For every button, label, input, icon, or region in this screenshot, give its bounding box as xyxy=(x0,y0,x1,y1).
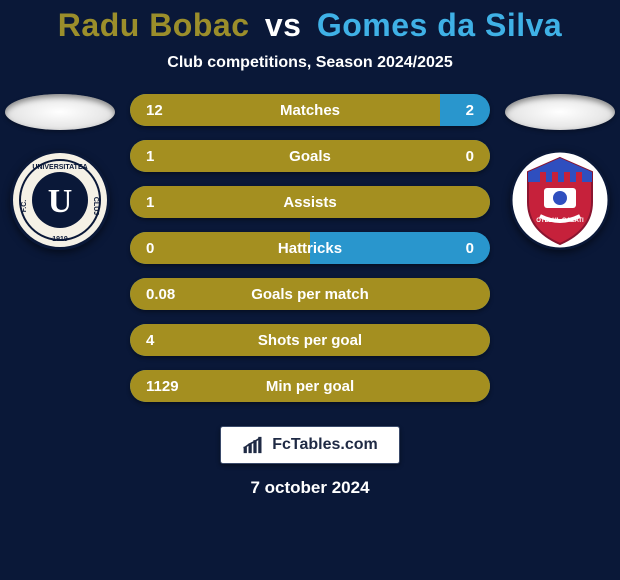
competition-subtitle: Club competitions, Season 2024/2025 xyxy=(0,54,620,72)
comparison-title: Radu Bobac vs Gomes da Silva xyxy=(0,0,620,44)
stat-right-value: 0 xyxy=(430,148,490,165)
vs-separator: vs xyxy=(265,7,302,43)
svg-text:F.C.: F.C. xyxy=(21,200,28,213)
stat-right-value: 2 xyxy=(430,102,490,119)
stat-right-value: 0 xyxy=(430,240,490,257)
stat-bars: 12Matches21Goals01Assists0Hattricks00.08… xyxy=(130,94,490,402)
stat-label: Goals per match xyxy=(190,286,430,303)
brand-footer: FcTables.com xyxy=(220,426,400,464)
svg-text:OTELUL GALATI: OTELUL GALATI xyxy=(536,218,584,224)
comparison-arena: U UNIVERSITATEA 1919 F.C. CLUJ OTE xyxy=(0,94,620,402)
stat-bar: 1Assists xyxy=(130,186,490,218)
stat-left-value: 1 xyxy=(130,148,190,165)
stat-left-value: 0.08 xyxy=(130,286,190,303)
stat-bar: 4Shots per goal xyxy=(130,324,490,356)
stat-label: Min per goal xyxy=(190,378,430,395)
chart-logo-icon xyxy=(242,435,268,455)
stat-label: Matches xyxy=(190,102,430,119)
player2-name: Gomes da Silva xyxy=(317,7,562,43)
svg-text:1919: 1919 xyxy=(52,236,68,243)
svg-text:U: U xyxy=(48,183,73,220)
player2-avatar-placeholder xyxy=(505,94,615,130)
club-badge-u-cluj-icon: U UNIVERSITATEA 1919 F.C. CLUJ xyxy=(10,150,110,250)
stat-left-value: 4 xyxy=(130,332,190,349)
player1-column: U UNIVERSITATEA 1919 F.C. CLUJ xyxy=(0,94,120,250)
player1-avatar-placeholder xyxy=(5,94,115,130)
stat-bar: 1129Min per goal xyxy=(130,370,490,402)
stat-label: Shots per goal xyxy=(190,332,430,349)
footer-date: 7 october 2024 xyxy=(0,478,620,498)
stat-label: Assists xyxy=(190,194,430,211)
svg-text:CLUJ: CLUJ xyxy=(92,197,99,215)
stat-left-value: 1129 xyxy=(130,378,190,395)
stat-bar: 12Matches2 xyxy=(130,94,490,126)
stat-left-value: 0 xyxy=(130,240,190,257)
player1-club-badge: U UNIVERSITATEA 1919 F.C. CLUJ xyxy=(10,150,110,250)
stat-bar: 0Hattricks0 xyxy=(130,232,490,264)
player2-column: OTELUL GALATI xyxy=(500,94,620,250)
stat-left-value: 1 xyxy=(130,194,190,211)
stat-left-value: 12 xyxy=(130,102,190,119)
svg-text:UNIVERSITATEA: UNIVERSITATEA xyxy=(32,164,87,171)
club-badge-otelul-icon: OTELUL GALATI xyxy=(510,150,610,250)
stat-label: Hattricks xyxy=(190,240,430,257)
player1-name: Radu Bobac xyxy=(58,7,250,43)
stat-bar: 0.08Goals per match xyxy=(130,278,490,310)
stat-label: Goals xyxy=(190,148,430,165)
brand-text: FcTables.com xyxy=(272,436,378,454)
player2-club-badge: OTELUL GALATI xyxy=(510,150,610,250)
stat-bar: 1Goals0 xyxy=(130,140,490,172)
